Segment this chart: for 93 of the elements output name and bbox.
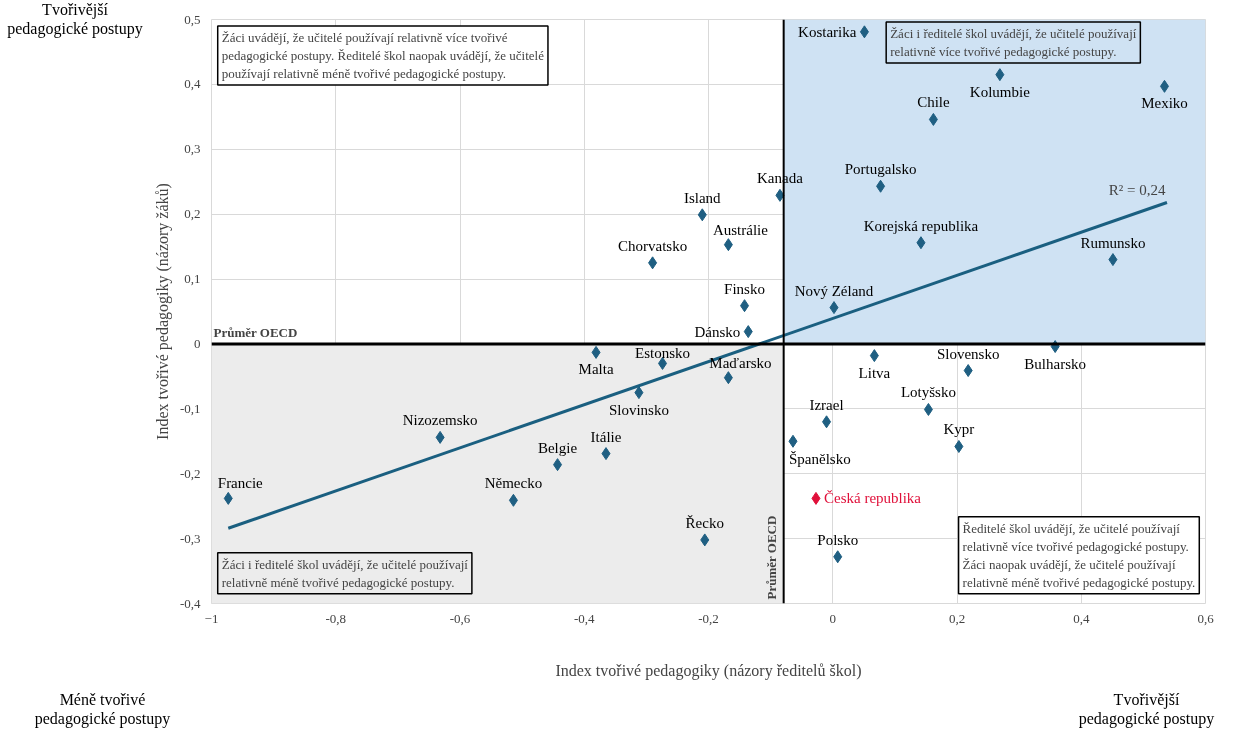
y-tick-label: -0,1 (179, 400, 201, 416)
annotation: Žáci i ředitelé škol uvádějí, že učitelé používají relativně méně tvořivé pedagogické postupy. (221, 556, 469, 590)
point (508, 493, 518, 507)
annotation: R² = 0,24 (1108, 181, 1167, 198)
series-label: Litva (858, 364, 891, 381)
point (223, 491, 233, 505)
series-label: Španělsko (788, 451, 851, 468)
series-label: Řecko (685, 514, 724, 531)
series-label: Maďarsko (709, 354, 772, 371)
point (700, 533, 710, 547)
point (634, 386, 644, 400)
series-label: Portugalsko (844, 161, 917, 178)
annotation: Žáci uvádějí, že učitelé používají relativně více tvořivé pedagogické postupy. Ředitelé škol naopak uvádějí, že učitelé používají relativně méně tvořivé pedagogické postupy. (221, 29, 545, 81)
annotation: Ředitelé škol uvádějí, že učitelé používají relativně více tvořivé pedagogické postupy. Žáci naopak uvádějí, že učitelé používají relativně méně tvořivé pedagogické postupy. (962, 520, 1196, 590)
point (954, 439, 964, 453)
text: Méně tvořivé pedagogické postupy (34, 690, 171, 729)
y-tick-label: -0,3 (179, 530, 201, 546)
text: Tvořivější pedagogické postupy (1078, 690, 1215, 729)
series-label: Island (683, 189, 722, 206)
y-axis-title: Index tvořivé pedagogiky (názory žáků) (153, 183, 172, 440)
x-tick-label: 0,4 (1073, 610, 1090, 626)
series-label: Nizozemsko (402, 412, 478, 429)
series-label: Německo (484, 475, 543, 492)
x-tick-label: -0,6 (449, 610, 471, 626)
point (435, 430, 445, 444)
series-label: Lotyšsko (900, 384, 956, 401)
point (788, 434, 798, 448)
series-label: Česká republika (823, 490, 922, 507)
point (601, 447, 611, 461)
x-tick-label: 0,6 (1197, 610, 1215, 626)
point (822, 415, 832, 429)
series-label: Kostarika (798, 23, 857, 40)
text: Tvořivější pedagogické postupy (7, 0, 143, 39)
series-label: Korejská republika (863, 217, 979, 234)
y-tick-label: 0,4 (184, 76, 201, 92)
series-label: Austrálie (712, 221, 769, 238)
x-tick-label: -0,4 (573, 610, 596, 626)
point (697, 208, 707, 222)
point (743, 325, 753, 339)
y-tick-label: 0 (194, 335, 201, 351)
x-tick-label: −1 (204, 610, 219, 626)
x-tick-label: -0,8 (325, 610, 347, 626)
point (723, 371, 733, 385)
point (963, 364, 973, 378)
series-label: Finsko (724, 280, 765, 297)
y-tick-label: 0,2 (184, 206, 201, 222)
y-tick-label: -0,2 (179, 465, 201, 481)
point (859, 25, 869, 39)
point (740, 299, 750, 313)
series-label: Kypr (943, 421, 975, 438)
series-label: Francie (217, 475, 264, 492)
series-label: Polsko (817, 531, 859, 548)
x-axis-title: Index tvořivé pedagogiky (názory ředitelů škol) (555, 661, 862, 680)
series-label: Chorvatsko (618, 237, 688, 254)
point (876, 179, 886, 193)
point (995, 68, 1005, 82)
series-label: Kolumbie (969, 83, 1031, 100)
series-label: Chile (917, 94, 950, 111)
point (923, 402, 933, 416)
series-label: Mexiko (1141, 95, 1188, 112)
point (928, 112, 938, 126)
point (1108, 253, 1118, 267)
series-label: Estonsko (635, 345, 691, 362)
series-label: Itálie (590, 428, 622, 445)
point (833, 550, 843, 564)
y-tick-label: 0,3 (184, 141, 201, 157)
series-label: Nový Zéland (794, 282, 874, 299)
point (553, 458, 563, 472)
series-label: Izrael (809, 396, 844, 413)
x-tick-label: -0,2 (698, 610, 719, 626)
point (591, 345, 601, 359)
series-label: Rumunsko (1080, 234, 1146, 251)
point (916, 236, 926, 250)
series-label: Dánsko (694, 323, 741, 340)
series-label: Bulharsko (1024, 355, 1086, 372)
series-label: Malta (578, 361, 614, 378)
x-tick-label: 0,2 (948, 610, 966, 626)
point (869, 349, 879, 363)
point (723, 238, 733, 252)
x-tick-label: 0 (829, 610, 836, 626)
point (811, 491, 821, 505)
series-label: Slovensko (936, 345, 1000, 362)
y-tick-label: 0,5 (184, 11, 201, 27)
ref-line-label: Průměr OECD (763, 515, 779, 600)
y-tick-label: -0,4 (179, 595, 201, 611)
point (648, 256, 658, 270)
series-label: Belgie (537, 439, 578, 456)
point (829, 301, 839, 315)
series-label: Slovinsko (608, 401, 669, 418)
annotation: Žáci i ředitelé škol uvádějí, že učitelé používají relativně více tvořivé pedagogické postupy. (890, 26, 1137, 60)
ref-line-label: Průměr OECD (213, 324, 298, 340)
point (775, 188, 785, 202)
y-tick-label: 0,1 (184, 271, 201, 287)
